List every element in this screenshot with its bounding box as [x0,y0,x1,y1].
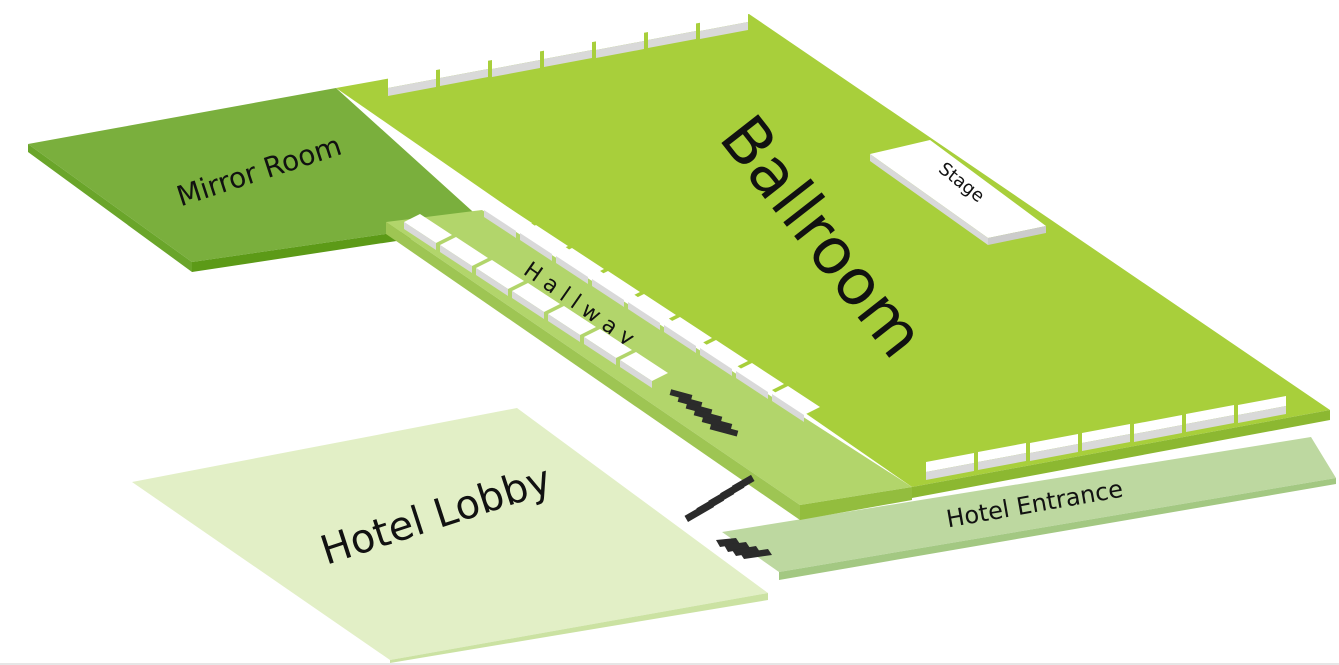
ballroom-tables-top-row [388,12,748,96]
hotel-entrance-area[interactable]: Hotel Entrance [722,437,1336,580]
stage-platform[interactable]: Stage [870,140,1046,245]
table [648,21,696,48]
table [544,40,592,67]
table [596,31,644,58]
table [476,260,524,296]
table [1238,396,1286,423]
table [440,237,488,273]
table [484,202,532,238]
table [978,443,1026,470]
table [1186,405,1234,432]
lobby-stairs-icon [684,474,755,522]
table [1082,424,1130,451]
ballroom-area[interactable]: Ballroom [336,14,1330,498]
hallway-tables-upper-row [484,202,820,422]
table [584,329,632,365]
entrance-stairs-icon [716,538,772,559]
table [492,50,540,77]
table [548,306,596,342]
table [736,363,784,399]
table [404,214,452,250]
table [520,225,568,261]
table [1134,415,1182,442]
table [926,453,974,480]
hallway-stairs-icon [669,389,739,437]
table [664,317,712,353]
ballroom-tables-bottom-row [926,396,1286,480]
table [592,271,640,307]
mirror-room-area[interactable]: Mirror Room [28,88,482,272]
table [388,69,436,96]
table [556,248,604,284]
table [512,283,560,319]
bottom-divider [0,663,1339,665]
table [620,352,668,388]
hallway-tables-lower-row [404,214,668,388]
table [700,340,748,376]
table [1030,434,1078,461]
table [440,59,488,86]
table [700,12,748,39]
table [628,294,676,330]
table [772,386,820,422]
hotel-lobby-area[interactable]: Hotel Lobby [132,408,768,663]
